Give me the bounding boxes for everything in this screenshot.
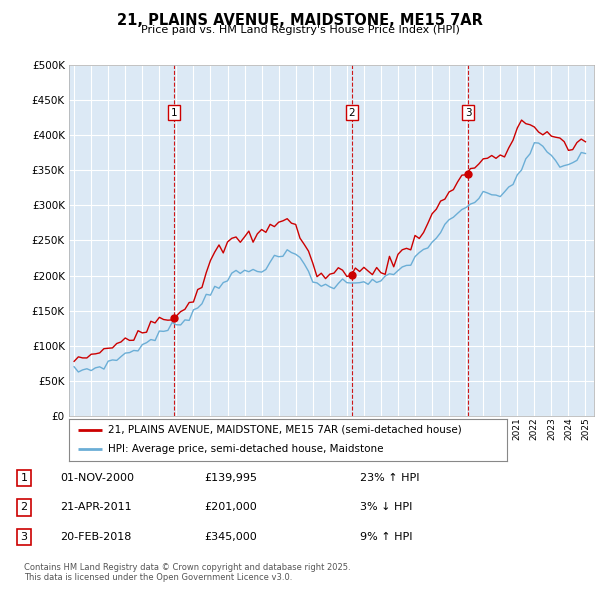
Text: 2: 2 xyxy=(349,107,355,117)
Text: £139,995: £139,995 xyxy=(204,473,257,483)
Text: 23% ↑ HPI: 23% ↑ HPI xyxy=(360,473,419,483)
Text: 21-APR-2011: 21-APR-2011 xyxy=(60,503,131,512)
Text: 01-NOV-2000: 01-NOV-2000 xyxy=(60,473,134,483)
Text: 1: 1 xyxy=(20,473,28,483)
Text: 21, PLAINS AVENUE, MAIDSTONE, ME15 7AR: 21, PLAINS AVENUE, MAIDSTONE, ME15 7AR xyxy=(117,13,483,28)
Text: £345,000: £345,000 xyxy=(204,532,257,542)
Text: 3: 3 xyxy=(20,532,28,542)
Text: £201,000: £201,000 xyxy=(204,503,257,512)
Text: 3% ↓ HPI: 3% ↓ HPI xyxy=(360,503,412,512)
Text: Price paid vs. HM Land Registry's House Price Index (HPI): Price paid vs. HM Land Registry's House … xyxy=(140,25,460,35)
Text: 21, PLAINS AVENUE, MAIDSTONE, ME15 7AR (semi-detached house): 21, PLAINS AVENUE, MAIDSTONE, ME15 7AR (… xyxy=(109,425,462,434)
Text: 1: 1 xyxy=(170,107,177,117)
Text: 3: 3 xyxy=(465,107,472,117)
Text: 9% ↑ HPI: 9% ↑ HPI xyxy=(360,532,413,542)
Text: 2: 2 xyxy=(20,503,28,512)
Text: HPI: Average price, semi-detached house, Maidstone: HPI: Average price, semi-detached house,… xyxy=(109,444,384,454)
Text: 20-FEB-2018: 20-FEB-2018 xyxy=(60,532,131,542)
Text: Contains HM Land Registry data © Crown copyright and database right 2025.
This d: Contains HM Land Registry data © Crown c… xyxy=(24,563,350,582)
